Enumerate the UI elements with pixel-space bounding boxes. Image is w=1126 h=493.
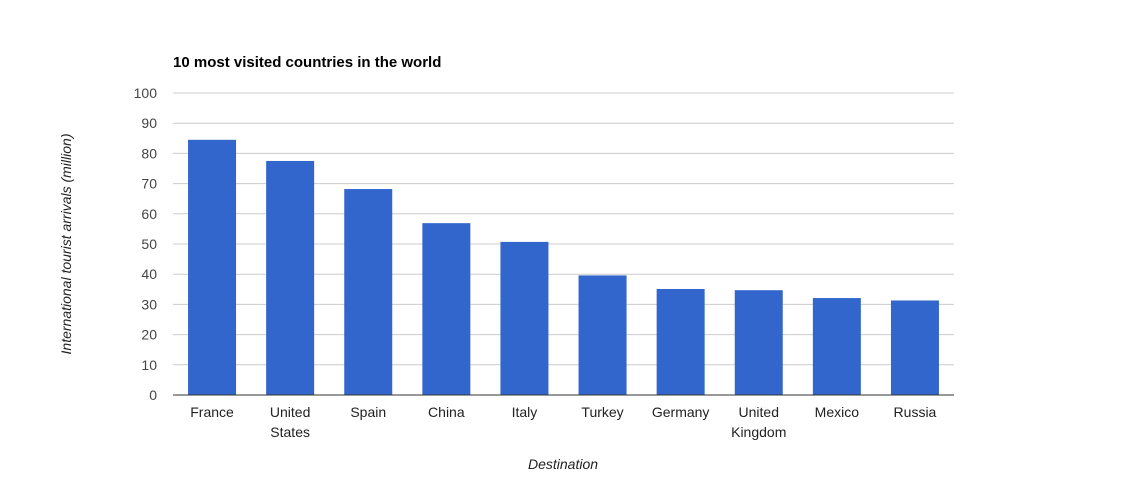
bar-mexico[interactable]: [812, 298, 861, 395]
y-axis-ticks: 0 10 20 30 40 50 60 70 80 90 100: [134, 85, 158, 403]
x-category-label: Spain: [350, 404, 386, 420]
x-category-label: Germany: [652, 404, 710, 420]
x-axis-title: Destination: [528, 456, 598, 472]
bar-france[interactable]: [188, 139, 237, 395]
y-tick-label: 80: [141, 145, 157, 161]
x-category-label: China: [428, 404, 465, 420]
bar-united-kingdom[interactable]: [734, 290, 783, 395]
bar-china[interactable]: [422, 223, 471, 395]
y-tick-label: 100: [134, 85, 158, 101]
x-category-label: United Kingdom: [731, 404, 786, 440]
x-category-label: Italy: [512, 404, 538, 420]
bars: [188, 139, 939, 395]
y-tick-label: 30: [141, 296, 157, 312]
x-category-label: France: [190, 404, 234, 420]
x-category-label: Turkey: [581, 404, 623, 420]
bar-russia[interactable]: [890, 300, 939, 395]
bar-germany[interactable]: [656, 288, 705, 395]
y-tick-label: 10: [141, 357, 157, 373]
x-category-label: Mexico: [815, 404, 860, 420]
bar-turkey[interactable]: [578, 275, 627, 395]
x-category-label: Russia: [894, 404, 937, 420]
y-tick-label: 50: [141, 236, 157, 252]
y-tick-label: 70: [141, 176, 157, 192]
y-tick-label: 20: [141, 327, 157, 343]
y-tick-label: 90: [141, 115, 157, 131]
y-axis-title: International tourist arrivals (million): [58, 134, 74, 355]
y-tick-label: 40: [141, 266, 157, 282]
y-tick-label: 0: [149, 387, 157, 403]
chart-title: 10 most visited countries in the world: [173, 54, 441, 71]
bar-spain[interactable]: [344, 189, 393, 395]
bar-italy[interactable]: [500, 241, 549, 395]
x-category-label: United States: [270, 404, 310, 440]
x-axis-categories: France United States Spain China Italy Turkey G…: [190, 404, 936, 440]
y-tick-label: 60: [141, 206, 157, 222]
bar-united-states[interactable]: [266, 160, 315, 395]
